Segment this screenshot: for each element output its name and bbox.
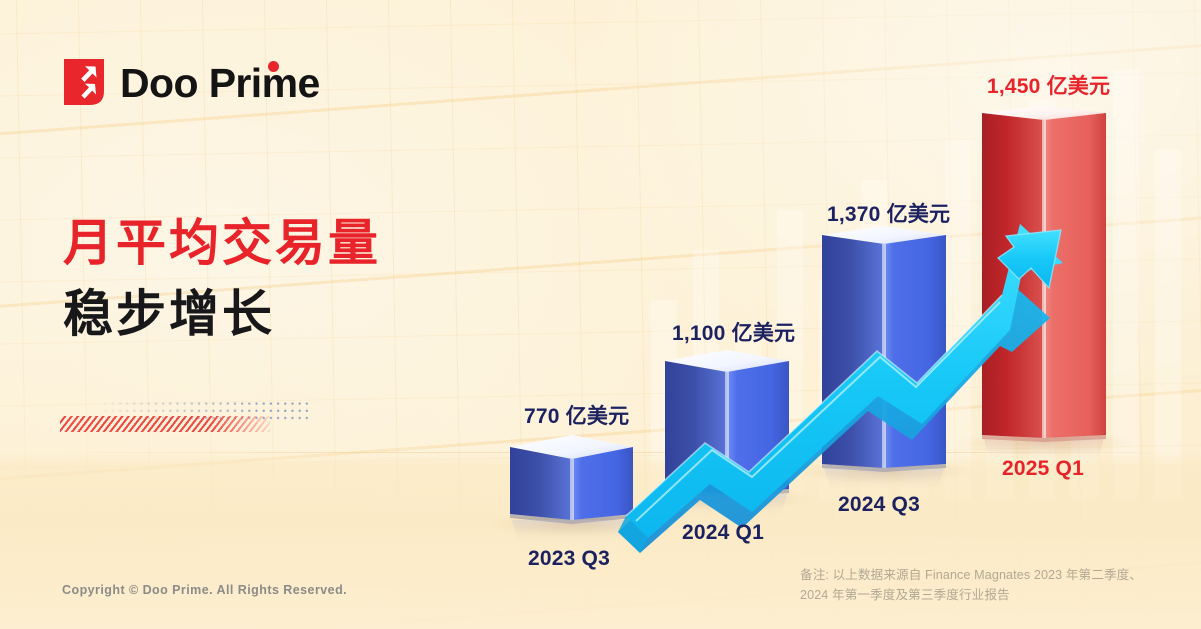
bar-2025-q1	[982, 106, 1106, 460]
bar-value-label-2024-q3: 1,370 亿美元	[827, 203, 951, 226]
bar-2023-q3	[510, 435, 633, 542]
footnote-block: 备注: 以上数据来源自 Finance Magnates 2023 年第二季度、…	[800, 566, 1190, 606]
bar-category-label-2024-q3: 2024 Q3	[838, 493, 920, 516]
bar-value-label-2025-q1: 1,450 亿美元	[987, 75, 1111, 98]
headline-block: 月平均交易量 稳步增长	[63, 213, 381, 344]
headline-line-2: 稳步增长	[63, 286, 275, 342]
logo-i-dot	[268, 60, 279, 72]
copyright-text: Copyright © Doo Prime. All Rights Reserv…	[62, 583, 348, 597]
bar-category-label-2025-q1: 2025 Q1	[1002, 457, 1084, 480]
doo-prime-flag-mark-icon	[64, 59, 104, 105]
bar-category-label-2024-q1: 2024 Q1	[682, 521, 764, 544]
bar-value-label-2023-q3: 770 亿美元	[524, 405, 630, 428]
trend-arrow-3d	[618, 224, 1063, 553]
headline-line-1: 月平均交易量	[63, 215, 381, 271]
footnote-line-1: 备注: 以上数据来源自 Finance Magnates 2023 年第二季度、	[800, 568, 1143, 582]
footnote-line-2: 2024 年第一季度及第三季度行业报告	[800, 587, 1010, 602]
decorative-red-hatch	[60, 416, 270, 432]
decorative-band	[60, 400, 312, 434]
logo-wordmark: Doo Prime	[120, 59, 320, 106]
doo-prime-logo[interactable]: Doo Prime	[62, 57, 320, 107]
bar-value-label-2024-q1: 1,100 亿美元	[672, 322, 796, 345]
logo-wordmark-text: Doo Prime	[120, 59, 320, 106]
bar-category-label-2023-q3: 2023 Q3	[528, 547, 610, 570]
